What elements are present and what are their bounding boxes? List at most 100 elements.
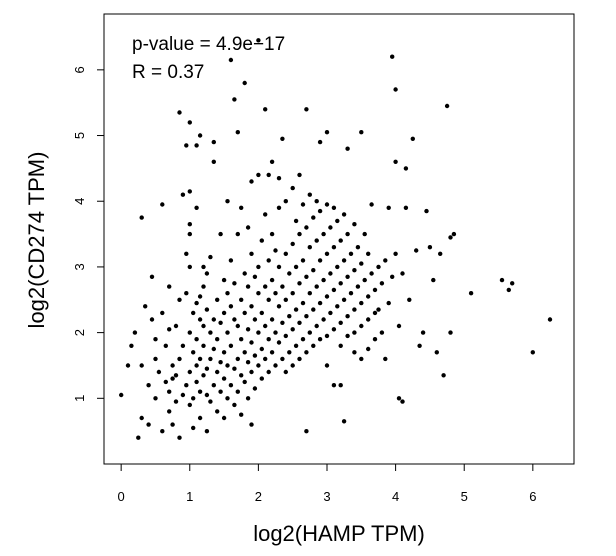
y-axis-label: log2(CD274 TPM) (24, 152, 49, 329)
data-point (143, 304, 148, 309)
data-point (184, 291, 189, 296)
data-point (283, 297, 288, 302)
data-point (338, 281, 343, 286)
data-point (273, 291, 278, 296)
data-point (256, 264, 261, 270)
data-point (232, 317, 237, 322)
data-point (204, 392, 210, 398)
data-point (311, 215, 316, 220)
data-point (273, 248, 278, 253)
data-point (208, 399, 213, 404)
data-point (300, 258, 306, 263)
r-annotation: R = 0.37 (132, 62, 204, 83)
data-point (359, 356, 364, 362)
data-point (297, 320, 302, 325)
data-point (307, 245, 312, 250)
data-point (263, 212, 268, 217)
data-point (355, 245, 361, 250)
data-point (441, 373, 446, 378)
data-point (345, 333, 350, 339)
data-point (341, 419, 347, 424)
data-point (211, 159, 216, 164)
data-point (119, 392, 124, 398)
data-point (139, 415, 144, 421)
data-point (197, 294, 203, 299)
data-point (293, 218, 299, 224)
data-point (269, 317, 275, 322)
data-point (383, 356, 388, 362)
y-tick-label: 2 (72, 329, 87, 336)
data-point (297, 172, 302, 178)
data-point (225, 363, 230, 368)
data-point (263, 323, 268, 329)
data-point (225, 199, 230, 204)
data-point (146, 422, 151, 427)
data-point (276, 176, 282, 181)
data-point (352, 330, 357, 335)
x-tick-label: 1 (186, 489, 193, 504)
data-point (197, 389, 203, 394)
data-point (256, 363, 261, 368)
data-point (184, 383, 189, 388)
data-point (293, 307, 299, 312)
data-point (427, 245, 433, 250)
data-point (266, 369, 271, 375)
data-point (331, 327, 337, 332)
data-point (420, 330, 426, 335)
x-tick-label: 6 (529, 489, 536, 504)
data-point (324, 294, 330, 299)
data-point (221, 277, 227, 283)
data-point (290, 185, 295, 191)
data-point (225, 291, 230, 296)
data-point (304, 314, 309, 319)
data-point (269, 350, 275, 355)
data-point (160, 429, 165, 434)
data-point (451, 231, 457, 237)
data-point (170, 422, 175, 427)
data-point (297, 356, 302, 362)
data-point (194, 337, 199, 342)
data-point (468, 291, 474, 296)
data-point (239, 412, 244, 417)
data-point (338, 343, 343, 348)
data-point (317, 208, 323, 214)
data-point (345, 274, 350, 279)
data-point (283, 251, 288, 256)
data-point (304, 429, 309, 434)
data-point (177, 356, 182, 362)
data-point (304, 225, 309, 230)
data-point (263, 356, 268, 362)
data-point (283, 199, 288, 204)
data-point (239, 297, 244, 302)
data-point (366, 294, 371, 299)
data-point (448, 330, 453, 335)
data-point (225, 396, 230, 401)
data-point (324, 333, 330, 339)
data-point (252, 386, 258, 391)
data-point (245, 225, 251, 230)
data-point (153, 337, 158, 342)
data-point (160, 202, 165, 207)
data-point (218, 231, 223, 237)
data-point (276, 205, 282, 210)
data-point (269, 159, 275, 164)
data-point (359, 261, 364, 266)
data-point (139, 363, 144, 368)
data-point (173, 373, 179, 378)
data-point (335, 264, 340, 270)
data-point (352, 222, 357, 227)
data-point (338, 320, 343, 325)
data-point (215, 409, 220, 414)
x-tick-label: 5 (461, 489, 468, 504)
data-point (228, 57, 234, 63)
data-point (396, 396, 402, 401)
data-point (530, 350, 535, 355)
data-point (321, 231, 326, 237)
data-point (187, 264, 192, 270)
data-point (444, 103, 450, 109)
data-point (321, 317, 326, 322)
data-point (331, 383, 337, 388)
data-point (197, 317, 203, 322)
data-point (366, 317, 371, 322)
